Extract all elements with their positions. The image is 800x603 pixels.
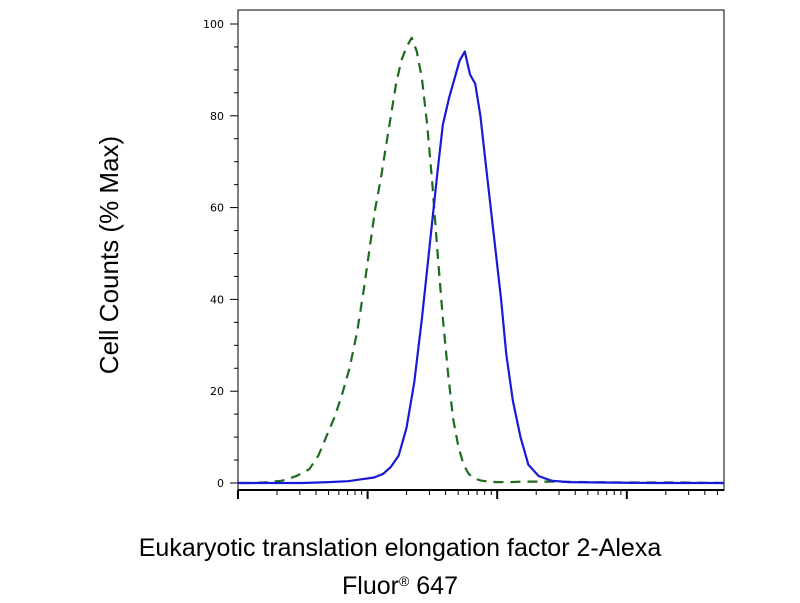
series-line-1 — [240, 36, 725, 485]
x-axis-label-line1: Eukaryotic translation elongation factor… — [138, 534, 662, 562]
y-ticks: 0 20 40 60 80 100 — [203, 18, 238, 490]
y-tick-label: 100 — [203, 18, 224, 31]
y-tick-label: 0 — [217, 477, 224, 490]
y-tick-label: 60 — [210, 202, 224, 215]
x-axis-label: Eukaryotic translation elongation factor… — [0, 532, 800, 603]
x-axis-label-line2: Fluor® 647 — [0, 565, 800, 603]
y-tick-label: 40 — [210, 293, 224, 306]
x-axis-label-fluor: Fluor — [342, 572, 399, 600]
registered-mark: ® — [398, 573, 410, 589]
series-lines — [238, 36, 725, 485]
series-line-2 — [238, 50, 724, 485]
axes — [237, 9, 725, 491]
x-axis-label-number: 647 — [416, 572, 458, 600]
y-tick-label: 20 — [210, 385, 224, 398]
plot-frame — [237, 9, 725, 491]
y-tick-label: 80 — [210, 110, 224, 123]
x-ticks — [237, 490, 718, 499]
y-axis-label: Cell Counts (% Max) — [94, 136, 124, 374]
